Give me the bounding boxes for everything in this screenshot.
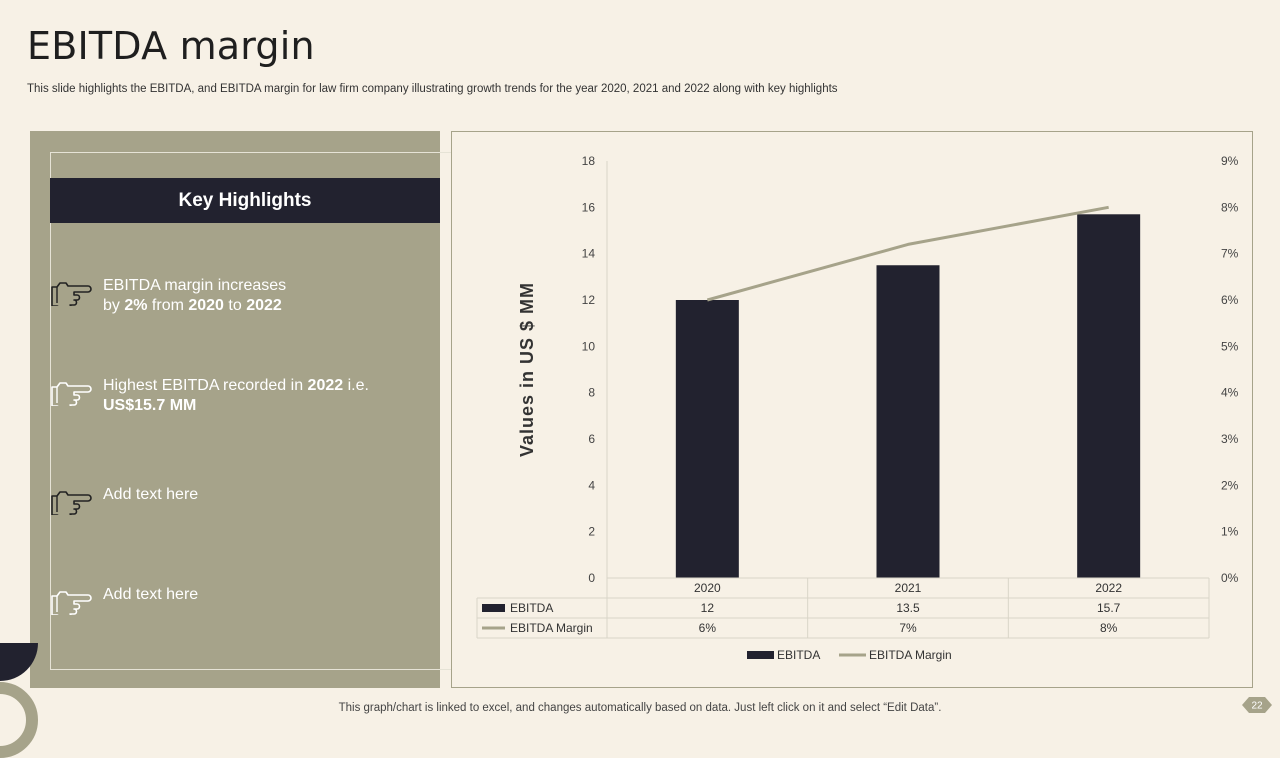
highlight-item: Add text here — [50, 485, 430, 533]
pointing-hand-icon — [51, 591, 92, 615]
y2-tick-label: 2% — [1221, 478, 1239, 492]
footer-note: This graph/chart is linked to excel, and… — [338, 702, 942, 714]
table-series-name: EBITDA Margin — [510, 621, 593, 635]
decorative-ring — [0, 682, 38, 758]
bar-2022 — [1077, 214, 1141, 578]
pointing-hand-icon — [51, 282, 92, 306]
data-label: 6% — [699, 621, 717, 635]
y-tick-label: 8 — [588, 386, 595, 400]
panel-frame — [50, 152, 451, 670]
y-tick-label: 14 — [582, 247, 596, 261]
page-title: EBITDA margin — [27, 24, 315, 68]
y2-tick-label: 3% — [1221, 432, 1239, 446]
y2-tick-label: 7% — [1221, 247, 1239, 261]
legend-label: EBITDA Margin — [869, 648, 952, 662]
x-category-label: 2022 — [1095, 581, 1122, 595]
y2-tick-label: 8% — [1221, 200, 1239, 214]
data-label: 7% — [899, 621, 917, 635]
key-highlights-panel: Key Highlights EBITDA margin increases b… — [30, 131, 451, 688]
y2-tick-label: 0% — [1221, 571, 1239, 585]
highlight-text: Highest EBITDA recorded in 2022 i.e. US$… — [103, 377, 369, 414]
y2-tick-label: 1% — [1221, 525, 1239, 539]
data-label: 13.5 — [896, 601, 920, 615]
highlight-text: Add text here — [103, 486, 199, 503]
y-tick-label: 4 — [588, 478, 595, 492]
y2-tick-label: 5% — [1221, 339, 1239, 353]
ebitda-chart: 0 2 4 6 8 10 12 14 16 18 0% 1% 2% 3% 4% 5% 6% 7% 8% 9% Value… — [476, 154, 1239, 662]
pointing-hand-icon — [51, 382, 92, 406]
page-number-badge: 22 — [1242, 697, 1272, 713]
y-tick-label: 18 — [582, 154, 596, 168]
highlight-text: Add text here — [103, 586, 199, 603]
chart-container: 0 2 4 6 8 10 12 14 16 18 0% 1% 2% 3% 4% 5% 6% 7% 8% 9% Value… — [451, 131, 1253, 688]
y2-tick-label: 4% — [1221, 386, 1239, 400]
y-tick-label: 6 — [588, 432, 595, 446]
y-tick-label: 16 — [582, 200, 596, 214]
page-subtitle: This slide highlights the EBITDA, and EB… — [27, 83, 838, 95]
data-label: 15.7 — [1097, 601, 1121, 615]
legend-label: EBITDA — [777, 648, 820, 662]
ebitda-margin-line — [706, 205, 1109, 302]
y-tick-label: 2 — [588, 525, 595, 539]
bar-2021 — [876, 265, 940, 578]
page-number: 22 — [1251, 701, 1263, 712]
key-highlights-heading: Key Highlights — [50, 178, 440, 223]
legend-key-ebitda — [747, 651, 774, 659]
pointing-hand-icon — [51, 491, 92, 515]
y-tick-label: 0 — [588, 571, 595, 585]
y2-tick-label: 6% — [1221, 293, 1239, 307]
highlight-item: Highest EBITDA recorded in 2022 i.e. US$… — [50, 376, 430, 424]
data-label: 8% — [1100, 621, 1118, 635]
data-label: 12 — [701, 601, 715, 615]
highlight-item: Add text here — [50, 585, 430, 633]
table-legend-key-ebitda — [482, 604, 505, 612]
x-category-label: 2021 — [895, 581, 922, 595]
highlight-item: EBITDA margin increases by 2% from 2020 … — [50, 276, 430, 324]
highlight-text: EBITDA margin increases by 2% from 2020 … — [103, 277, 287, 314]
y-axis-title: Values in US $ MM — [517, 282, 537, 457]
x-category-label: 2020 — [694, 581, 721, 595]
y-tick-label: 12 — [582, 293, 596, 307]
y-tick-label: 10 — [582, 339, 596, 353]
bar-2020 — [675, 300, 739, 578]
table-series-name: EBITDA — [510, 601, 553, 615]
y2-tick-label: 9% — [1221, 154, 1239, 168]
